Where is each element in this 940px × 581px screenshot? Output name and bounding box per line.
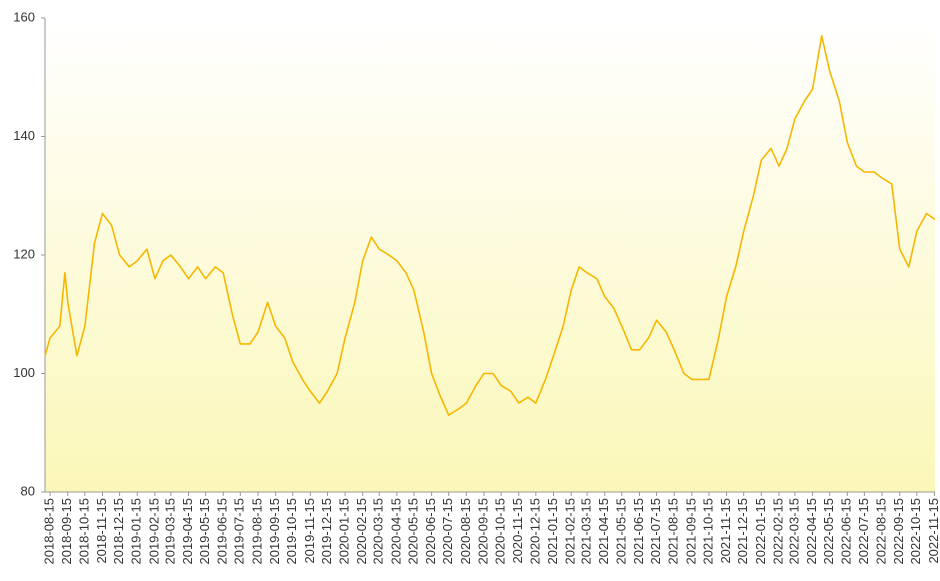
x-tick-label: 2020-10-15: [493, 498, 508, 565]
x-tick-label: 2021-01-15: [545, 498, 560, 565]
x-tick-label: 2019-10-15: [284, 498, 299, 565]
x-tick-label: 2022-04-15: [804, 498, 819, 565]
x-tick-label: 2021-02-15: [563, 498, 578, 565]
x-tick-label: 2019-05-15: [197, 498, 212, 565]
x-tick-label: 2022-09-15: [891, 498, 906, 565]
x-tick-label: 2020-08-15: [458, 498, 473, 565]
line: [44, 35, 936, 416]
plot-area: [45, 18, 935, 492]
x-tick-label: 2018-08-15: [42, 498, 57, 565]
x-tick-label: 2020-06-15: [423, 498, 438, 565]
x-tick-label: 2021-03-15: [579, 498, 594, 565]
x-tick-label: 2019-01-15: [129, 498, 144, 565]
x-tick-label: 2019-03-15: [162, 498, 177, 565]
x-tick-label: 2022-11-15: [926, 498, 940, 564]
x-tick-label: 2019-04-15: [180, 498, 195, 565]
x-tick-label: 2020-04-15: [388, 498, 403, 565]
x-tick-label: 2022-01-15: [753, 498, 768, 565]
x-tick-label: 2021-10-15: [700, 498, 715, 565]
x-tick-label: 2020-03-15: [371, 498, 386, 565]
x-tick-label: 2020-07-15: [440, 498, 455, 565]
x-tick-label: 2019-08-15: [249, 498, 264, 565]
x-tick-label: 2018-11-15: [94, 498, 109, 564]
x-tick-label: 2018-10-15: [76, 498, 91, 565]
x-tick-label: 2019-02-15: [146, 498, 161, 565]
x-tick-label: 2021-12-15: [735, 498, 750, 565]
x-tick-label: 2021-09-15: [683, 498, 698, 565]
x-tick-label: 2019-06-15: [215, 498, 230, 565]
y-tick-label: 100: [13, 365, 35, 380]
x-tick-label: 2019-12-15: [319, 498, 334, 565]
y-tick-label: 160: [13, 9, 35, 24]
x-tick-label: 2022-07-15: [856, 498, 871, 565]
x-tick-label: 2022-02-15: [770, 498, 785, 565]
x-tick-label: 2020-12-15: [527, 498, 542, 565]
x-tick-label: 2019-07-15: [232, 498, 247, 565]
x-tick-label: 2021-05-15: [613, 498, 628, 565]
x-tick-label: 2021-06-15: [631, 498, 646, 565]
x-tick-label: 2019-11-15: [302, 498, 317, 564]
x-tick-label: 2022-03-15: [786, 498, 801, 565]
x-tick-label: 2021-07-15: [648, 498, 663, 565]
x-tick-label: 2019-09-15: [267, 498, 282, 565]
x-tick-label: 2022-05-15: [821, 498, 836, 565]
x-tick-label: 2021-04-15: [596, 498, 611, 565]
y-tick-label: 120: [13, 246, 35, 261]
x-tick-label: 2018-12-15: [111, 498, 126, 565]
y-tick-label: 80: [21, 483, 35, 498]
y-tick-label: 140: [13, 128, 35, 143]
x-tick-label: 2022-06-15: [839, 498, 854, 565]
x-tick-label: 2020-05-15: [405, 498, 420, 565]
x-tick-label: 2020-09-15: [475, 498, 490, 565]
x-tick-label: 2022-10-15: [908, 498, 923, 565]
x-tick-label: 2018-09-15: [59, 498, 74, 565]
x-tick-label: 2022-08-15: [873, 498, 888, 565]
x-tick-label: 2020-11-15: [510, 498, 525, 564]
x-tick-label: 2020-02-15: [354, 498, 369, 565]
x-tick-label: 2021-08-15: [666, 498, 681, 565]
x-tick-label: 2021-11-15: [718, 498, 733, 564]
x-tick-label: 2020-01-15: [337, 498, 352, 565]
